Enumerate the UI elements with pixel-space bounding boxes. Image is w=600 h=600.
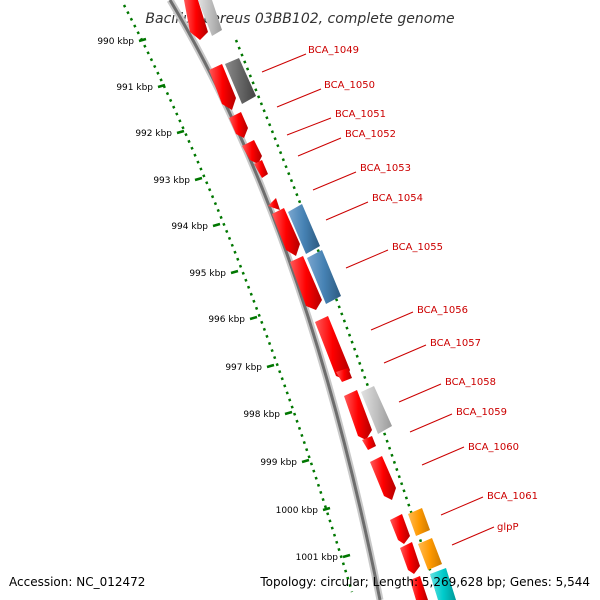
gene-label-leader: [286, 117, 332, 136]
gene-arrow[interactable]: [307, 250, 341, 304]
ruler-tick-mark: [138, 37, 147, 43]
ruler-ticks: 990 kbp 991 kbp 992 kbp 993 kbp 994 kbp 995 k…: [97, 37, 351, 563]
gene-label-leader: [398, 383, 442, 403]
genome-backbone: [166, 0, 384, 600]
gene-label[interactable]: BCA_1049: [308, 45, 359, 56]
ruler-tick-mark: [342, 553, 351, 559]
gene-arrow[interactable]: [184, 0, 208, 40]
ruler-tick-mark: [230, 269, 239, 275]
gene-label-leader: [325, 201, 369, 221]
gene-arrow[interactable]: [290, 256, 322, 310]
gene-label[interactable]: BCA_1058: [445, 377, 496, 388]
gene-label[interactable]: BCA_1056: [417, 305, 468, 316]
genome-summary-text: Topology: circular; Length: 5,269,628 bp…: [259, 575, 590, 589]
gene-arrow[interactable]: [288, 204, 320, 254]
ruler-tick-label: 990 kbp: [97, 37, 134, 47]
gene-arrow[interactable]: [362, 436, 376, 450]
gene-arrow[interactable]: [242, 140, 262, 164]
gene-label[interactable]: BCA_1054: [372, 193, 423, 204]
gene-label-leader: [370, 311, 414, 331]
ruler: [122, 4, 440, 596]
gene-label-leader: [276, 88, 322, 108]
gene-label[interactable]: glpP: [497, 522, 519, 533]
ruler-tick-mark: [266, 363, 275, 369]
gene-label[interactable]: BCA_1053: [360, 163, 411, 174]
gene-label-leader: [383, 344, 427, 364]
gene-label-leader: [297, 137, 342, 157]
ruler-tick-mark: [157, 83, 166, 89]
gene-label[interactable]: BCA_1055: [392, 242, 443, 253]
gene-labels: BCA_1049 BCA_1050 BCA_1051 BCA_1052 BCA_1053…: [261, 45, 538, 546]
ruler-tick-mark: [212, 222, 221, 228]
gene-arrow[interactable]: [225, 58, 256, 104]
ruler-tick-mark: [322, 506, 331, 512]
gene-label[interactable]: BCA_1061: [487, 491, 538, 502]
gene-arrow[interactable]: [390, 514, 410, 544]
ruler-tick-mark: [301, 458, 310, 464]
ruler-tick-label: 994 kbp: [171, 222, 208, 232]
ruler-tick-label: 999 kbp: [260, 458, 297, 468]
gene-label-leader: [451, 526, 495, 546]
gene-label[interactable]: BCA_1052: [345, 129, 396, 140]
gene-arrow[interactable]: [410, 576, 428, 600]
ruler-tick-mark: [176, 129, 185, 135]
gene-label-leader: [421, 446, 465, 466]
gene-features: [184, 0, 456, 600]
ruler-tick-label: 993 kbp: [153, 176, 190, 186]
gene-label[interactable]: BCA_1050: [324, 80, 375, 91]
ruler-tick-mark: [194, 176, 203, 182]
ruler-tick-label: 998 kbp: [243, 410, 280, 420]
gene-label-leader: [261, 53, 307, 73]
gene-arrow[interactable]: [198, 0, 222, 36]
gene-arrow[interactable]: [315, 316, 350, 380]
gene-label[interactable]: BCA_1051: [335, 109, 386, 120]
gene-arrow[interactable]: [272, 208, 300, 256]
gene-label[interactable]: BCA_1057: [430, 338, 481, 349]
ruler-tick-mark: [284, 410, 293, 416]
gene-label-leader: [312, 171, 357, 191]
map-title: Bacillus cereus 03BB102, complete genome: [145, 11, 454, 27]
ruler-tick-mark: [249, 315, 258, 321]
gene-arrow[interactable]: [370, 456, 396, 500]
gene-arrow[interactable]: [268, 198, 280, 210]
gene-arrow[interactable]: [336, 368, 352, 382]
ruler-tick-label: 1001 kbp: [296, 553, 339, 563]
gene-label-leader: [345, 249, 389, 269]
ruler-tick-label: 997 kbp: [225, 363, 262, 373]
ruler-tick-label: 996 kbp: [208, 315, 245, 325]
ruler-tick-label: 992 kbp: [135, 129, 172, 139]
gene-arrow[interactable]: [229, 112, 248, 138]
gene-arrow[interactable]: [361, 386, 392, 434]
accession-text: Accession: NC_012472: [9, 575, 145, 589]
gene-arrow[interactable]: [408, 508, 430, 536]
gene-arrow[interactable]: [209, 64, 236, 110]
ruler-tick-label: 1000 kbp: [276, 506, 319, 516]
gene-arrow[interactable]: [430, 568, 456, 600]
gene-arrow[interactable]: [400, 542, 420, 574]
gene-arrow[interactable]: [344, 390, 372, 440]
ruler-tick-label: 991 kbp: [116, 83, 153, 93]
gene-label[interactable]: BCA_1060: [468, 442, 519, 453]
gene-label-leader: [440, 496, 484, 516]
gene-label[interactable]: BCA_1059: [456, 407, 507, 418]
gene-arrow[interactable]: [254, 160, 268, 178]
ruler-tick-label: 995 kbp: [189, 269, 226, 279]
gene-arrow[interactable]: [418, 538, 442, 570]
gene-label-leader: [409, 413, 453, 433]
